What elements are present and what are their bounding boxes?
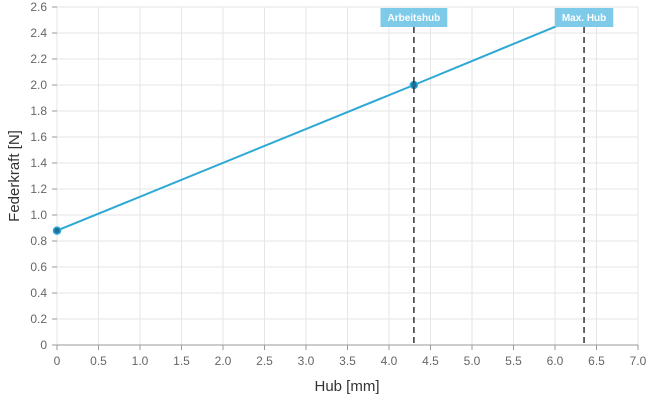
x-tick-label: 3.0	[298, 354, 315, 368]
y-tick-labels: 0 0.2 0.4 0.6 0.8 1.0 1.2 1.4 1.6 1.8 2.0 2.2 2.4 2.6	[30, 0, 57, 352]
x-axis-title: Hub [mm]	[314, 378, 379, 395]
y-tick-label: 0	[40, 338, 47, 352]
x-tick-label: 5.0	[464, 354, 481, 368]
x-tick-label: 1.0	[132, 354, 149, 368]
x-tick-label: 2.5	[256, 354, 273, 368]
x-tick-label: 0	[54, 354, 61, 368]
grid	[56, 6, 639, 345]
y-tick-label: 2.2	[30, 52, 47, 66]
x-tick-label: 2.0	[215, 354, 232, 368]
x-tick-labels: 0 0.5 1.0 1.5 2.0 2.5 3.0 3.5 4.0 4.5 5.0 5.5 6.0 6.5…	[54, 345, 647, 368]
y-tick-label: 0.6	[30, 260, 47, 274]
y-tick-label: 1.4	[30, 156, 47, 170]
x-tick-label: 6.0	[547, 354, 564, 368]
x-tick-label: 3.5	[339, 354, 356, 368]
x-tick-label: 1.5	[173, 354, 190, 368]
series-line	[56, 13, 585, 232]
x-tick-label: 4.5	[422, 354, 439, 368]
y-tick-label: 2.6	[30, 0, 47, 14]
y-tick-label: 1.8	[30, 104, 47, 118]
marker-label-bg	[380, 8, 448, 27]
y-tick-label: 1.2	[30, 182, 47, 196]
series-layer	[52, 10, 589, 235]
y-tick-label: 1.6	[30, 130, 47, 144]
marker-label: Max. Hub	[562, 13, 606, 24]
marker-label-bg	[554, 8, 614, 27]
data-point	[52, 226, 62, 235]
x-tick-label: 0.5	[90, 354, 107, 368]
y-tick-label: 1.0	[30, 208, 47, 222]
marker-label: Arbeitshub	[388, 13, 441, 24]
x-tick-label: 5.5	[505, 354, 522, 368]
y-tick-label: 0.2	[30, 312, 47, 326]
x-tick-label: 7.0	[630, 354, 647, 368]
y-tick-label: 2.0	[30, 78, 47, 92]
x-tick-label: 6.5	[588, 354, 605, 368]
y-axis-title: Federkraft [N]	[6, 130, 23, 222]
y-tick-label: 0.4	[30, 286, 47, 300]
y-tick-label: 2.4	[30, 26, 47, 40]
y-tick-label: 0.8	[30, 234, 47, 248]
marker-layer: Arbeitshub Max. Hub	[380, 8, 614, 345]
x-tick-label: 4.0	[381, 354, 398, 368]
